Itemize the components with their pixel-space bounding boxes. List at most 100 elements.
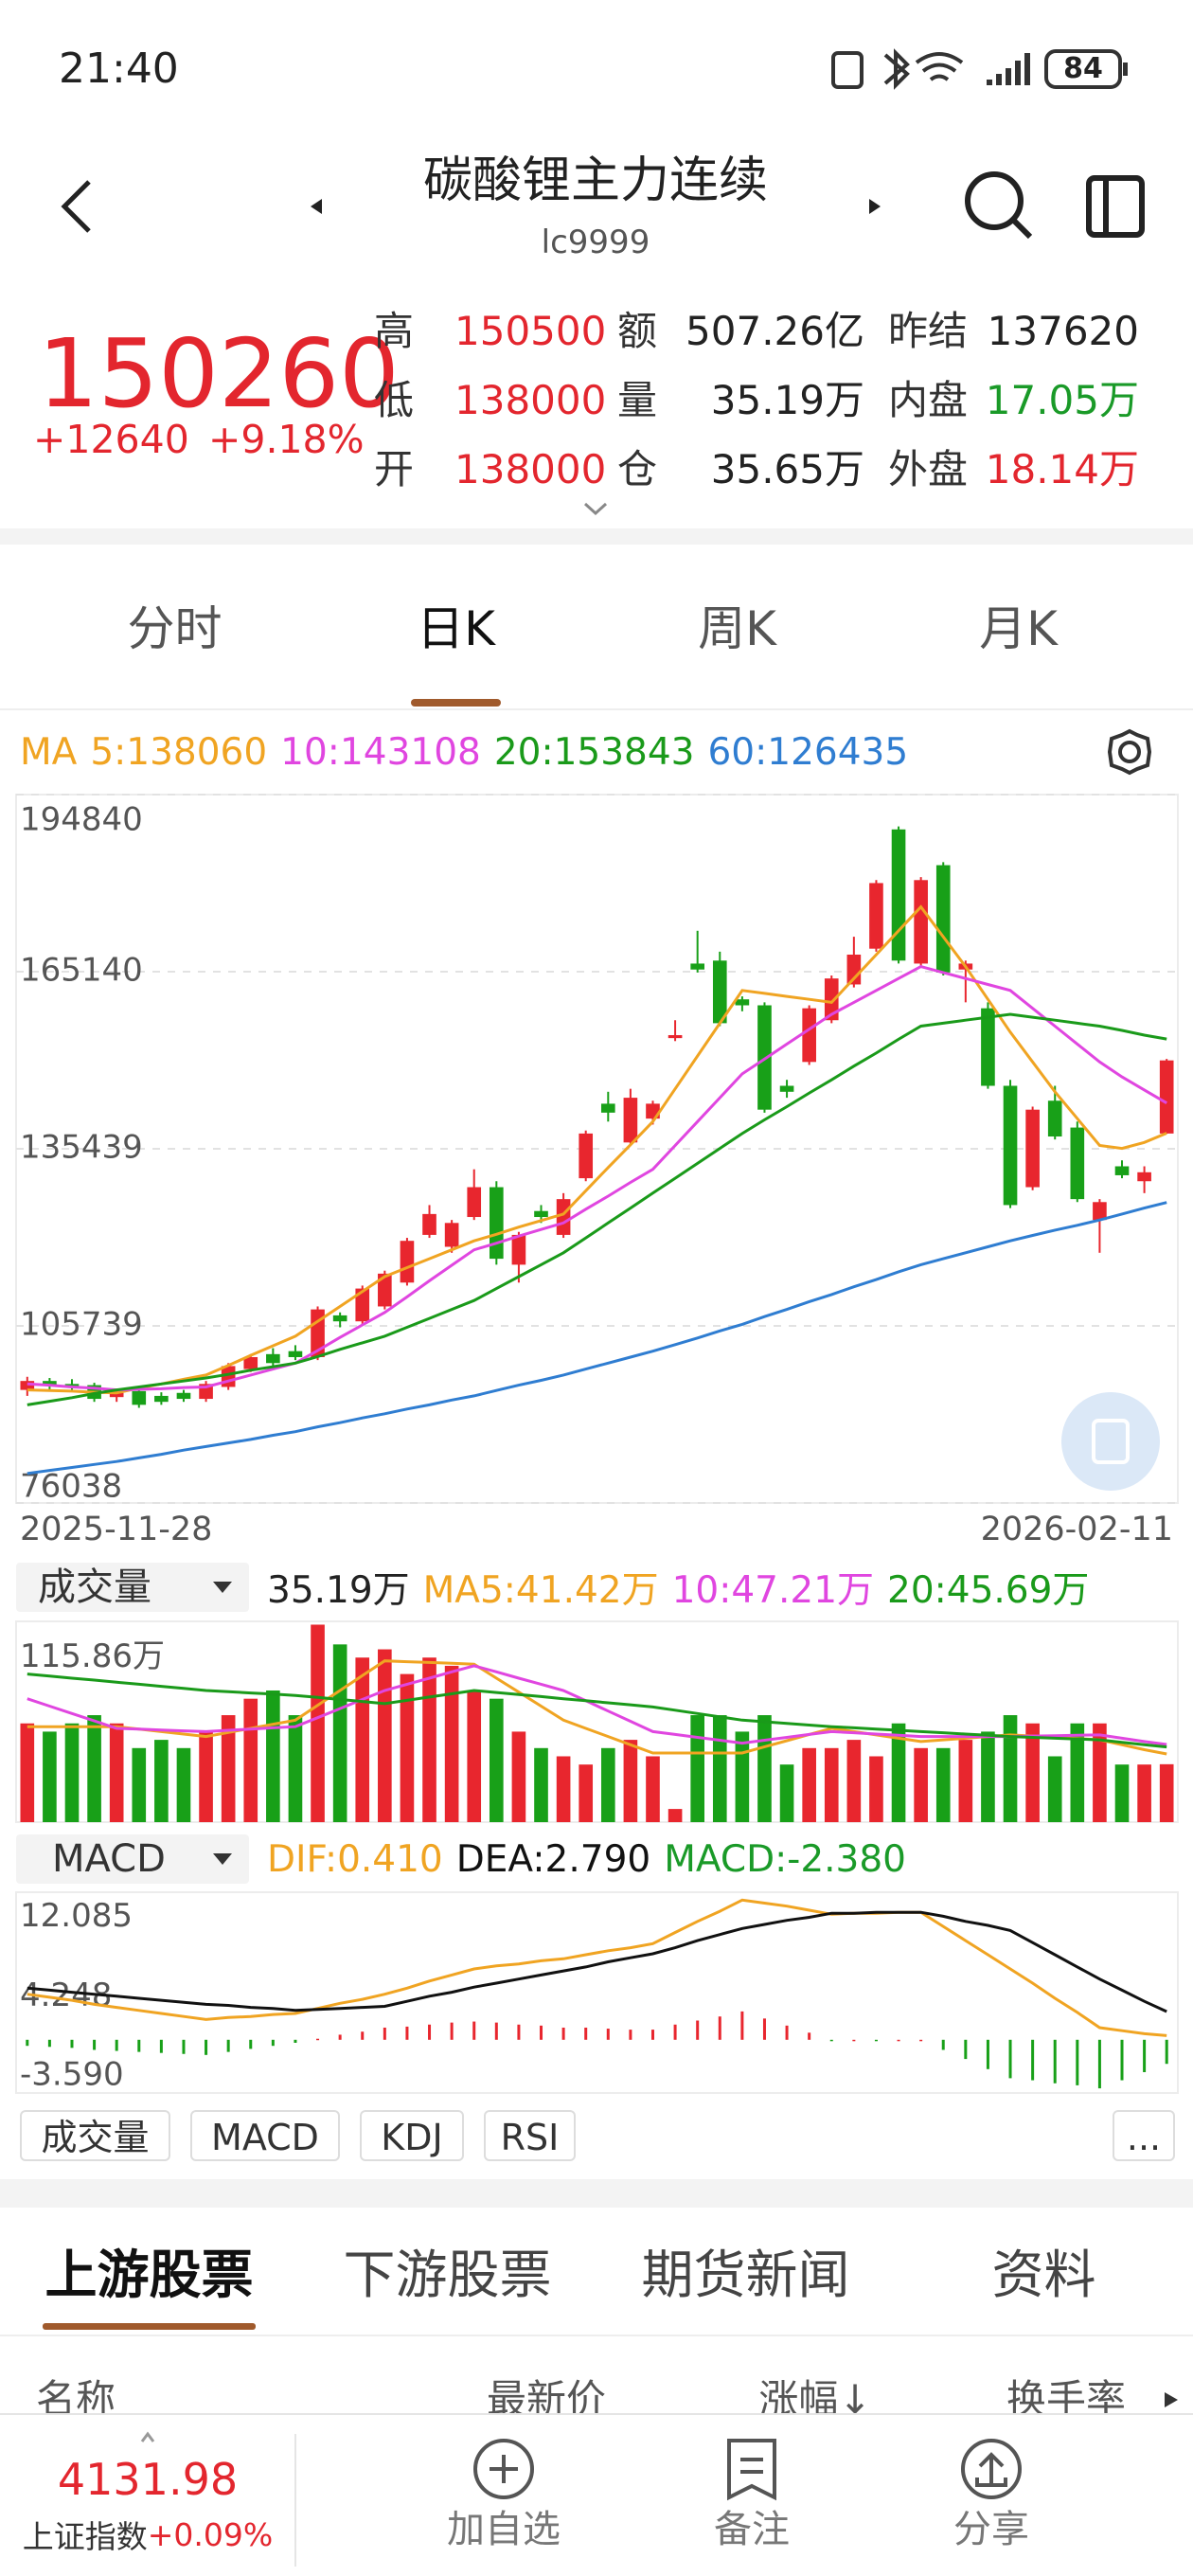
legend-item: 10:143108: [280, 730, 481, 774]
indicator-button[interactable]: ...: [1113, 2110, 1175, 2161]
action-label[interactable]: 加自选: [447, 2508, 561, 2551]
page-title: 碳酸锂主力连续: [422, 152, 768, 209]
volume-bar: [623, 1740, 638, 1822]
scroll-arrow[interactable]: [1165, 2392, 1178, 2407]
add-icon[interactable]: [473, 2439, 534, 2499]
macd-bar: [1143, 2039, 1147, 2072]
volume-bar: [869, 1756, 883, 1822]
volume-bar: [132, 1747, 147, 1822]
share-icon[interactable]: [961, 2439, 1022, 2499]
macd-bar: [584, 2027, 588, 2040]
note-icon[interactable]: [727, 2439, 776, 2501]
candle-body: [534, 1210, 548, 1218]
macd-bar: [205, 2039, 208, 2055]
info-tab[interactable]: 资料: [991, 2245, 1096, 2305]
period-tab[interactable]: 分时: [127, 601, 223, 656]
volume-bar: [556, 1756, 571, 1822]
legend-item: DEA:2.790: [455, 1837, 651, 1881]
volume-bar: [802, 1747, 816, 1822]
selector-label[interactable]: 成交量: [38, 1565, 151, 1609]
legend-item: 20:153843: [493, 730, 695, 774]
period-tab[interactable]: 日K: [417, 601, 495, 656]
candle-body: [109, 1392, 124, 1398]
action-label[interactable]: 分享: [953, 2508, 1029, 2551]
index-value[interactable]: 4131.98: [57, 2454, 239, 2505]
indicator-button[interactable]: MACD: [190, 2110, 340, 2161]
volume-bar: [735, 1731, 750, 1822]
stat-value: 17.05万: [985, 377, 1139, 423]
legend: MA 5:138060 10:143108 20:153843 60:126435: [20, 724, 908, 780]
battery-tip: [1123, 63, 1128, 76]
action-label[interactable]: 备注: [714, 2508, 790, 2551]
period-tab[interactable]: 周K: [698, 601, 776, 656]
info-tab[interactable]: 期货新闻: [641, 2245, 850, 2305]
macd-bar: [26, 2039, 29, 2047]
macd-bar: [673, 2024, 677, 2040]
candle-body: [154, 1395, 169, 1403]
volume-bar: [288, 1715, 303, 1822]
volume-bar: [154, 1740, 169, 1822]
candle-body: [1114, 1166, 1130, 1175]
candle-body: [288, 1351, 303, 1357]
clock: 21:40: [59, 45, 179, 93]
indicator-button[interactable]: KDJ: [360, 2110, 464, 2161]
candle-body: [869, 883, 883, 949]
next-icon[interactable]: [869, 199, 881, 214]
search-icon[interactable]: [965, 171, 1033, 240]
separator: [0, 528, 1193, 545]
float-button[interactable]: [1061, 1392, 1160, 1491]
series-line: [27, 1673, 1167, 1749]
candle-body: [600, 1103, 615, 1113]
candle-body: [1093, 1202, 1107, 1221]
candle-body: [623, 1098, 638, 1143]
separator: [0, 2179, 1193, 2208]
volume-bar: [1159, 1763, 1174, 1822]
candle-body: [690, 963, 704, 970]
info-tab[interactable]: 下游股票: [343, 2245, 552, 2305]
macd-bar: [1031, 2039, 1035, 2081]
y-tick-label: -3.590: [20, 2056, 124, 2094]
macd-bar: [629, 2030, 632, 2040]
landscape-icon[interactable]: [1086, 175, 1145, 238]
volume-bar: [1070, 1723, 1085, 1822]
macd-bar: [897, 2039, 900, 2042]
period-tab[interactable]: 月K: [979, 601, 1058, 656]
stat-value: 35.19万: [710, 377, 864, 423]
candle-body: [311, 1309, 325, 1357]
indicator-button[interactable]: 成交量: [20, 2110, 170, 2161]
candle-body: [490, 1187, 504, 1260]
volume-bar: [935, 1747, 951, 1822]
expand-index[interactable]: [140, 2431, 155, 2442]
expand-caret[interactable]: [583, 502, 608, 516]
volume-bar: [87, 1715, 101, 1822]
settings-icon[interactable]: [1107, 728, 1152, 776]
search-handle: [1011, 218, 1033, 240]
macd-bar: [606, 2029, 610, 2040]
selector-box[interactable]: [16, 1834, 249, 1884]
macd-bar: [159, 2039, 163, 2053]
stat-label: 外盘: [888, 446, 969, 492]
float-icon: [1092, 1419, 1130, 1464]
back-icon[interactable]: [61, 180, 91, 233]
index-info[interactable]: 上证指数 +0.09%: [6, 2506, 290, 2563]
candle-body: [176, 1392, 191, 1400]
volume-bar: [1047, 1756, 1062, 1822]
y-tick-label: 115.86万: [20, 1637, 165, 1675]
selector-label[interactable]: MACD: [52, 1837, 166, 1881]
candle-body: [132, 1390, 147, 1405]
prev-icon[interactable]: [311, 199, 322, 214]
info-tab[interactable]: 上游股票: [45, 2245, 254, 2305]
stat-value: 18.14万: [985, 446, 1139, 492]
selector-box[interactable]: [16, 1563, 249, 1612]
volume-bar: [690, 1715, 704, 1822]
candle-body: [735, 999, 750, 1006]
candle-body: [467, 1187, 482, 1218]
y-tick-label: 135439: [20, 1129, 143, 1167]
candle-body: [556, 1199, 571, 1235]
candle-body: [511, 1234, 526, 1265]
stat-value: 507.26亿: [686, 308, 864, 354]
macd-bar: [1120, 2039, 1124, 2081]
indicator-button[interactable]: RSI: [484, 2110, 576, 2161]
bottom-icons: [140, 2431, 1022, 2567]
volume-bar: [444, 1665, 459, 1822]
